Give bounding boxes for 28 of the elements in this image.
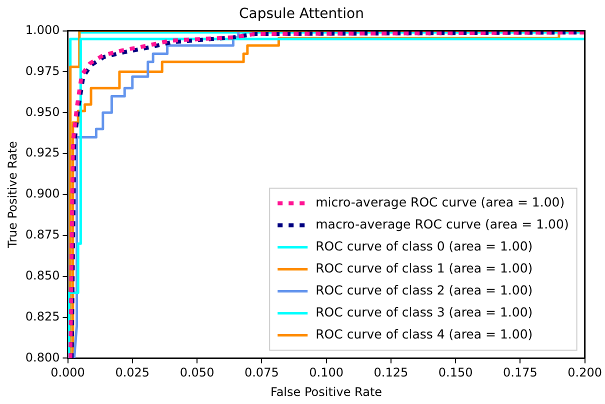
y-tick-label: 0.875 [25, 228, 60, 242]
y-tick-label: 1.000 [25, 22, 60, 37]
x-tick-label: 0.050 [180, 366, 214, 380]
x-tick-label: 0.200 [568, 366, 602, 380]
x-tick-label: 0.025 [115, 366, 150, 380]
x-axis-title: False Positive Rate [270, 384, 382, 399]
y-tick-label: 0.825 [25, 309, 60, 324]
legend-label: micro-average ROC curve (area = 1.00) [316, 194, 565, 210]
y-tick-label: 0.900 [25, 186, 60, 201]
legend-label: ROC curve of class 0 (area = 1.00) [316, 238, 533, 254]
legend-label: ROC curve of class 4 (area = 1.00) [316, 326, 533, 342]
legend-label: ROC curve of class 2 (area = 1.00) [316, 282, 533, 298]
x-tick-label: 0.150 [438, 366, 473, 380]
chart-title: Capsule Attention [239, 6, 364, 22]
x-tick-label: 0.075 [244, 366, 279, 380]
y-axis-title: True Positive Rate [5, 141, 20, 249]
y-tick-label: 0.925 [25, 146, 60, 160]
y-tick-label: 0.850 [25, 268, 60, 282]
x-tick-label: 0.100 [309, 366, 344, 380]
x-tick-label: 0.125 [374, 366, 408, 380]
y-tick-label: 0.800 [25, 350, 60, 364]
legend-label: ROC curve of class 1 (area = 1.00) [316, 260, 533, 276]
x-tick-label: 0.175 [503, 366, 538, 380]
y-tick-label: 0.975 [25, 64, 60, 78]
legend-label: macro-average ROC curve (area = 1.00) [316, 216, 569, 232]
legend-label: ROC curve of class 3 (area = 1.00) [316, 304, 533, 320]
x-tick-label: 0.000 [50, 366, 85, 380]
y-tick-label: 0.950 [25, 104, 60, 119]
